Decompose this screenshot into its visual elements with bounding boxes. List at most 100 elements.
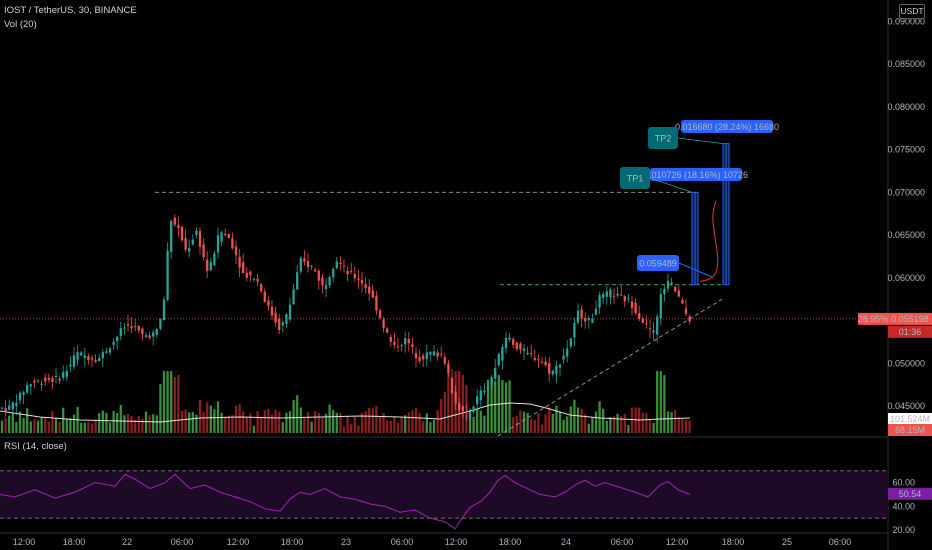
candle-body [530,353,533,355]
volume-bar [296,395,299,433]
candle-body [627,298,630,300]
candle-body [465,411,468,413]
candle-body [447,363,450,374]
candle-body [497,354,500,366]
candle-body [562,355,565,360]
candle-body [62,372,65,379]
volume-bar [674,410,677,433]
candle-body [152,332,155,337]
candle-body [87,356,90,361]
volume-bar [65,419,68,433]
candle-body [454,391,457,404]
candle-body [670,282,673,285]
candle-body [443,357,446,364]
volume-bar [332,409,335,433]
candle-body [227,233,230,239]
volume-bar [159,383,162,433]
candle-body [533,357,536,360]
rsi-value-tag: 50.54 [888,487,932,500]
volume-bar [558,411,562,433]
volume-bar [184,409,187,433]
tp1-label-box [620,167,650,189]
time-tick-label: 12:00 [666,537,689,547]
price-tick-label: 0.065000 [887,230,925,240]
volume-bar [555,405,558,433]
volume-bar [252,425,256,433]
candle-body [634,302,637,314]
candle-body [324,285,328,289]
volume-bar [584,414,587,433]
time-tick-label: 06:00 [391,537,414,547]
price-tick-label: 0.060000 [887,273,925,283]
candle-body [173,217,176,225]
volume-bar [501,379,504,433]
volume-bar [242,411,245,433]
volume-bar [281,422,284,433]
volume-bar [432,419,436,433]
volume-bar [342,426,346,433]
volume-bar [87,421,90,433]
candle-body [677,290,680,297]
time-tick-label: 18:00 [499,537,522,547]
rsi-tick-label: 20.00 [892,525,915,535]
volume-bar [508,380,511,433]
entry-label-text: 0.059489 [639,259,677,269]
volume-ma-tag-box [888,413,932,425]
candle-body [548,363,551,374]
countdown-tag-box [888,325,932,338]
candle-body [616,293,619,296]
candle-body [332,269,335,278]
last-price-tag: 0.055198 [888,312,932,325]
volume-tag: 68.15M [888,424,932,436]
volume-bar [11,412,14,433]
candle-body [126,324,130,326]
candle-body [11,402,14,410]
candle-body [350,270,353,272]
last-price-tag-box [888,312,932,325]
volume-bar [195,414,198,433]
candle-body [314,269,317,272]
candle-body [267,300,270,306]
volume-bar [656,371,659,433]
candle-body [238,256,241,268]
volume-bars [0,371,691,433]
candle-body [360,279,364,284]
candle-body [450,378,454,394]
volume-bar [375,405,378,433]
volume-bar [278,411,281,433]
volume-bar [364,411,367,433]
price-tick-label: 0.050000 [887,358,925,368]
entry-label: 0.059489 [637,255,679,271]
tp2-label-text: TP2 [655,134,672,144]
candle-body [404,338,407,345]
tp1-measure-label-text: 0.010726 (18.16%) 10726 [644,170,748,180]
volume-bar [659,371,662,433]
volume-bar [371,408,374,433]
volume-bar [80,422,83,433]
volume-bar [263,410,266,433]
candle-body [184,238,187,250]
volume-bar [288,411,292,433]
volume-bar [602,408,605,433]
volume-ma-tag: 101.524M [888,413,932,425]
volume-bar [612,416,616,433]
volume-bar [36,420,40,433]
candle-body [418,357,421,362]
volume-bar [274,410,277,433]
candle-body [263,291,266,302]
candle-body [47,377,50,381]
change-badge-box [858,312,888,325]
candle-body [569,338,572,347]
time-tick-label: 24 [561,537,571,547]
candle-body [584,317,587,322]
volume-tag-text: 68.15M [895,425,925,435]
volume-bar [551,413,554,433]
candle-body [663,288,666,295]
candle-body [245,272,248,278]
volume-bar [562,419,565,433]
currency-button[interactable]: USDT [899,4,925,19]
candle-body [594,308,598,315]
price-tick-label: 0.080000 [887,102,925,112]
volume-bar [314,411,317,433]
